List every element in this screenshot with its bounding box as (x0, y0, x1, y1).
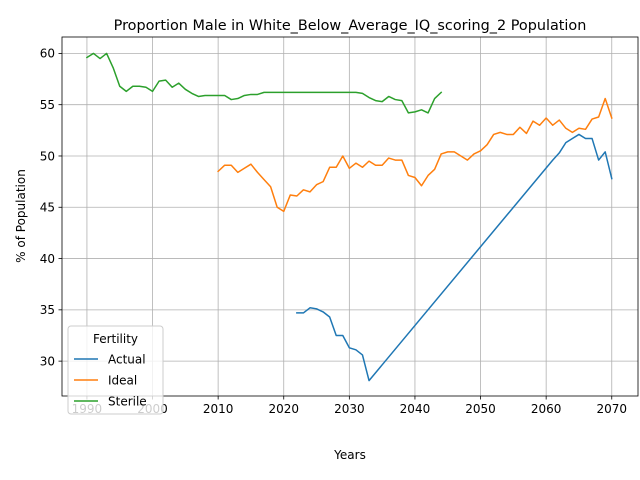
x-tick-label: 2020 (268, 402, 299, 416)
legend-label-ideal: Ideal (108, 373, 137, 387)
y-tick-label: 35 (40, 303, 55, 317)
x-axis-label: Years (333, 448, 366, 462)
y-tick-label: 50 (40, 149, 55, 163)
x-tick-label: 2060 (531, 402, 562, 416)
y-tick-label: 30 (40, 354, 55, 368)
plot-frame (61, 36, 639, 397)
y-axis-label: % of Population (14, 169, 28, 263)
series-lines (85, 52, 613, 382)
x-tick-label: 2010 (203, 402, 234, 416)
x-tick-label: 2050 (465, 402, 496, 416)
x-tick-label: 2040 (400, 402, 431, 416)
legend-title: Fertility (93, 332, 138, 346)
series-line-actual (296, 133, 613, 382)
series-line-sterile (85, 52, 443, 114)
legend-label-sterile: Sterile (108, 394, 147, 408)
x-tick-label: 2030 (334, 402, 365, 416)
legend-label-actual: Actual (108, 352, 146, 366)
y-tick-label: 45 (40, 201, 55, 215)
y-tick-label: 40 (40, 252, 55, 266)
x-tick-label: 2070 (596, 402, 627, 416)
y-axis: 30 35 40 45 50 55 60 (40, 47, 62, 368)
series-line-ideal (217, 97, 613, 213)
legend-box (67, 325, 164, 415)
y-tick-label: 60 (40, 47, 55, 61)
chart-title: Proportion Male in White_Below_Average_I… (114, 18, 587, 34)
y-tick-label: 55 (40, 98, 55, 112)
grid (62, 37, 638, 396)
legend: Fertility Actual Ideal Sterile (67, 325, 164, 415)
